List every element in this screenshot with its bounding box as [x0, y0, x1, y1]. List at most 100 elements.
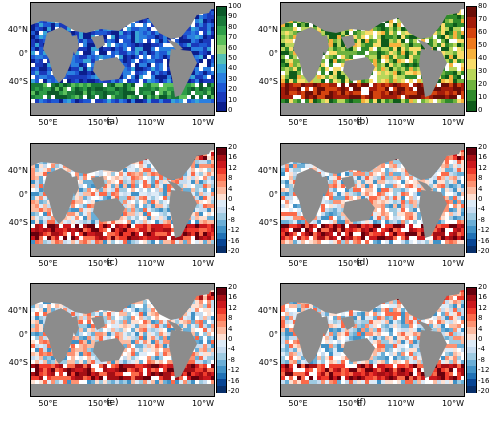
data-cell [453, 79, 457, 83]
data-cell [203, 164, 207, 168]
data-cell [75, 31, 79, 35]
data-cell [385, 220, 389, 224]
data-cell [341, 63, 345, 67]
data-cell [289, 220, 293, 224]
data-cell [87, 232, 91, 236]
data-cell [55, 79, 59, 83]
data-cell [457, 31, 461, 35]
data-cell [127, 67, 131, 71]
colorbar-segment [217, 154, 226, 162]
data-cell [413, 228, 417, 232]
data-cell [413, 63, 417, 67]
colorbar-segment [467, 219, 476, 227]
data-cell [151, 236, 155, 240]
data-cell [35, 216, 39, 220]
colorbar-tick-label: 40 [228, 64, 237, 73]
data-cell [47, 91, 51, 95]
data-cell [115, 192, 119, 196]
data-cell [119, 79, 123, 83]
data-cell [409, 75, 413, 79]
data-cell [159, 55, 163, 59]
data-cell [453, 27, 457, 31]
data-cell [83, 196, 87, 200]
data-cell [47, 79, 51, 83]
data-cell [163, 47, 167, 51]
data-cell [39, 304, 43, 308]
data-cell [55, 228, 59, 232]
data-cell [203, 19, 207, 23]
data-cell [381, 99, 385, 103]
data-cell [365, 188, 369, 192]
data-cell [397, 27, 401, 31]
data-cell [453, 87, 457, 91]
colorbar-segment [467, 206, 476, 214]
data-cell [71, 232, 75, 236]
data-cell [195, 156, 199, 160]
data-cell [183, 184, 187, 188]
data-cell [457, 176, 461, 180]
data-cell [373, 212, 377, 216]
data-cell [87, 192, 91, 196]
data-cell [377, 180, 381, 184]
data-cell [381, 236, 385, 240]
data-cell [293, 216, 297, 220]
data-cell [107, 184, 111, 188]
data-cell [453, 168, 457, 172]
colorbar-tick-label: 100 [228, 2, 242, 10]
data-cell [393, 192, 397, 196]
data-cell [143, 312, 147, 316]
data-cell [139, 172, 143, 176]
data-cell [191, 99, 195, 103]
data-cell [397, 204, 401, 208]
data-cell [167, 55, 171, 59]
data-cell [421, 232, 425, 236]
data-cell [389, 27, 393, 31]
data-cell [47, 236, 51, 240]
data-cell [167, 59, 171, 63]
data-cell [297, 99, 301, 103]
data-cell [329, 79, 333, 83]
data-cell [195, 172, 199, 176]
data-cell [147, 35, 151, 39]
data-cell [357, 188, 361, 192]
data-cell [293, 192, 297, 196]
data-cell [67, 216, 71, 220]
data-cell [91, 184, 95, 188]
data-cell [127, 31, 131, 35]
data-cell [401, 180, 405, 184]
data-cell [139, 180, 143, 184]
data-cell [333, 79, 337, 83]
colorbar-tick-label: 20 [478, 80, 487, 88]
data-cell [71, 87, 75, 91]
data-cell [321, 212, 325, 216]
data-cell [417, 67, 421, 71]
data-cell [203, 308, 207, 312]
data-cell [143, 220, 147, 224]
data-cell [461, 31, 464, 35]
data-cell [413, 35, 417, 39]
data-cell [127, 240, 131, 244]
land-mass [319, 176, 329, 196]
data-cell [195, 216, 199, 220]
data-cell [39, 51, 43, 55]
data-cell [345, 228, 349, 232]
data-cell [381, 55, 385, 59]
colorbar-segment [467, 193, 476, 201]
colorbar-segment [217, 174, 226, 181]
data-cell [413, 67, 417, 71]
data-cell [87, 71, 91, 75]
data-cell [297, 79, 301, 83]
data-cell [59, 228, 63, 232]
data-cell [285, 228, 289, 232]
data-cell [139, 71, 143, 75]
data-cell [381, 172, 385, 176]
colorbar-tick-label: 50 [478, 41, 487, 49]
data-cell [385, 168, 389, 172]
data-cell [401, 63, 405, 67]
data-cell [39, 39, 43, 43]
data-cell [187, 172, 191, 176]
data-cell [139, 51, 143, 55]
data-cell [445, 99, 449, 103]
data-cell [195, 176, 199, 180]
data-cell [199, 236, 203, 240]
